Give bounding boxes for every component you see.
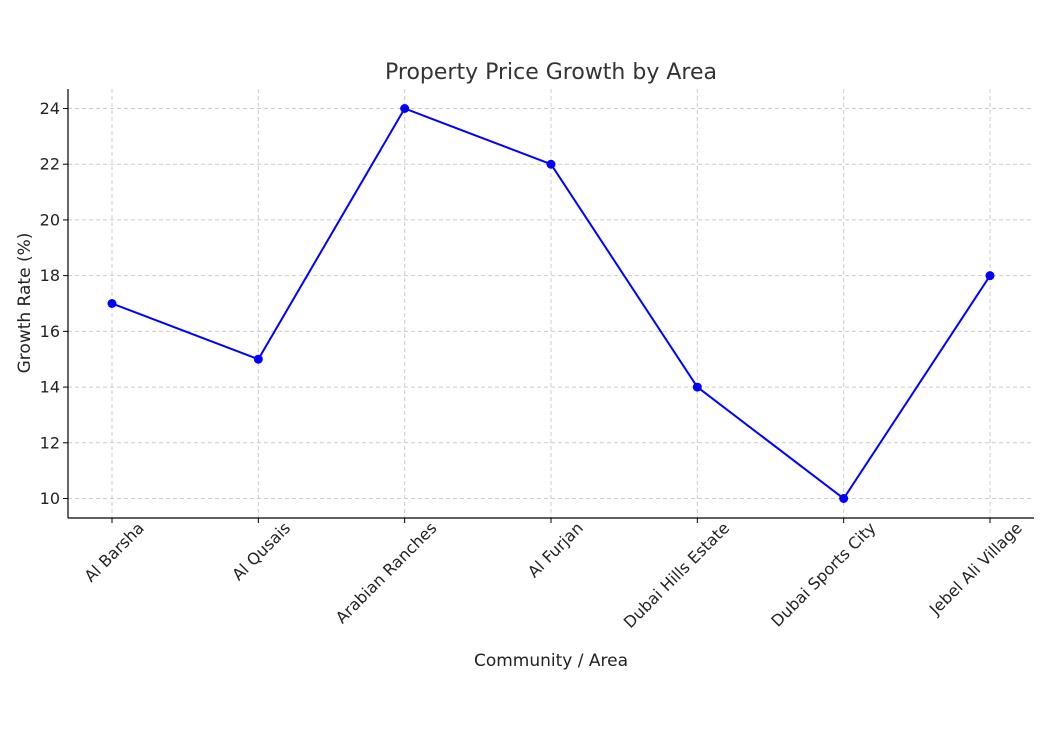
data-point bbox=[985, 271, 995, 281]
x-tick-label: Al Barsha bbox=[81, 518, 148, 585]
x-axis-label: Community / Area bbox=[474, 651, 628, 671]
x-tick-label: Dubai Hills Estate bbox=[620, 518, 733, 631]
y-tick-label: 22 bbox=[40, 155, 60, 174]
grid-lines bbox=[68, 89, 1034, 518]
y-tick-label: 24 bbox=[40, 99, 60, 118]
data-point bbox=[253, 354, 263, 364]
x-tick-label: Jebel Ali Village bbox=[925, 518, 1026, 619]
series bbox=[107, 104, 995, 503]
y-axis-label: Growth Rate (%) bbox=[15, 233, 35, 374]
data-point bbox=[107, 299, 117, 308]
y-tick-label: 16 bbox=[40, 322, 60, 341]
x-tick-label: Dubai Sports City bbox=[767, 518, 879, 630]
axes bbox=[63, 89, 1034, 523]
chart-title: Property Price Growth by Area bbox=[385, 60, 717, 85]
data-point bbox=[839, 494, 849, 503]
y-tick-label: 14 bbox=[40, 378, 60, 397]
data-point bbox=[692, 382, 702, 392]
x-tick-labels: Al Barsha Al Qusais Arabian Ranches Al Furj… bbox=[81, 518, 1026, 631]
x-tick-label: Arabian Ranches bbox=[332, 518, 441, 627]
y-tick-label: 12 bbox=[40, 433, 60, 452]
x-tick-label: Al Furjan bbox=[524, 518, 587, 581]
y-tick-label: 18 bbox=[40, 266, 60, 285]
data-point bbox=[546, 159, 556, 169]
x-tick-label: Al Qusais bbox=[228, 518, 294, 584]
y-tick-label: 10 bbox=[40, 489, 60, 508]
data-point bbox=[400, 104, 410, 113]
y-tick-label: 20 bbox=[40, 210, 60, 229]
y-tick-labels: 10 12 14 16 18 20 22 24 bbox=[40, 99, 60, 508]
